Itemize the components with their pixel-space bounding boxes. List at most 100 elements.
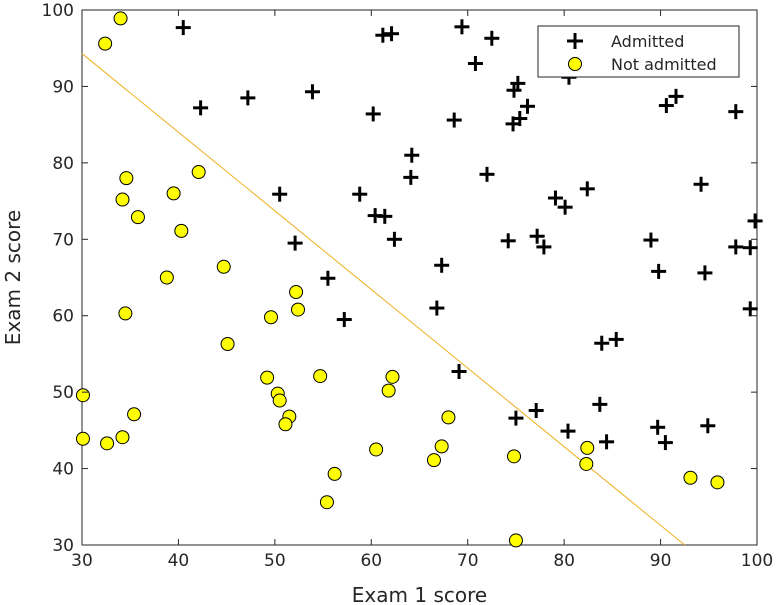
x-tick-label: 70 bbox=[457, 551, 479, 571]
admitted-point bbox=[742, 301, 758, 317]
admitted-point bbox=[657, 435, 673, 451]
admitted-point bbox=[193, 100, 209, 116]
not-admitted-point bbox=[579, 456, 594, 471]
admitted-point bbox=[467, 56, 483, 71]
x-tick-label: 50 bbox=[264, 551, 286, 571]
not-admitted-point bbox=[327, 466, 342, 481]
admitted-point bbox=[529, 228, 545, 244]
y-tick-label: 90 bbox=[52, 77, 74, 97]
y-tick-label: 70 bbox=[52, 230, 74, 250]
legend-plus-icon bbox=[567, 33, 583, 49]
admitted-point bbox=[700, 418, 716, 434]
not-admitted-point bbox=[272, 393, 287, 408]
admitted-point bbox=[650, 419, 666, 435]
not-admitted-point bbox=[100, 436, 115, 451]
admitted-point bbox=[697, 265, 713, 281]
admitted-point bbox=[434, 257, 450, 273]
not-admitted-point bbox=[264, 310, 278, 325]
admitted-point bbox=[479, 166, 495, 182]
admitted-point bbox=[240, 90, 256, 106]
y-tick-label: 50 bbox=[52, 383, 74, 403]
admitted-point bbox=[668, 88, 684, 104]
not-admitted-point bbox=[98, 36, 113, 51]
admitted-point bbox=[365, 106, 381, 122]
not-admitted-point bbox=[260, 370, 275, 385]
admitted-point bbox=[352, 186, 368, 202]
admitted-point bbox=[272, 186, 288, 202]
y-axis-label: Exam 2 score bbox=[1, 210, 25, 345]
admitted-point bbox=[403, 169, 419, 185]
admitted-point bbox=[528, 402, 544, 418]
y-tick-label: 40 bbox=[52, 460, 74, 480]
admitted-point bbox=[594, 335, 610, 351]
not-admitted-point bbox=[159, 270, 174, 285]
not-admitted-point bbox=[381, 383, 396, 398]
admitted-point bbox=[536, 239, 552, 255]
admitted-point bbox=[510, 75, 526, 91]
legend: Admitted Not admitted bbox=[537, 25, 740, 78]
admitted-point bbox=[429, 300, 445, 316]
admitted-point bbox=[693, 176, 709, 192]
not-admitted-point bbox=[130, 210, 145, 225]
not-admitted-point bbox=[385, 369, 400, 384]
not-admitted-point bbox=[278, 417, 293, 432]
admitted-point bbox=[377, 208, 393, 224]
admitted-point bbox=[446, 112, 462, 128]
not-admitted-point bbox=[369, 442, 384, 457]
not-admitted-point bbox=[119, 171, 134, 186]
not-admitted-point bbox=[319, 495, 334, 510]
admitted-point bbox=[386, 231, 402, 247]
y-tick-label: 100 bbox=[42, 1, 74, 21]
admitted-point bbox=[747, 213, 763, 229]
plot-area bbox=[81, 9, 758, 546]
data-points-layer bbox=[75, 11, 763, 548]
x-axis-label: Exam 1 score bbox=[352, 583, 487, 605]
admitted-point bbox=[454, 19, 470, 35]
y-tick-label: 30 bbox=[52, 536, 74, 556]
admitted-point bbox=[728, 239, 744, 255]
admitted-point bbox=[451, 364, 467, 380]
admitted-point bbox=[287, 235, 303, 251]
admitted-point bbox=[547, 190, 563, 206]
x-tick-label: 90 bbox=[650, 551, 672, 571]
not-admitted-point bbox=[710, 475, 725, 490]
admitted-point bbox=[742, 240, 758, 256]
admitted-point bbox=[320, 270, 336, 286]
admitted-point bbox=[500, 233, 516, 249]
admitted-point bbox=[658, 98, 674, 114]
y-tick-label: 80 bbox=[52, 154, 74, 174]
y-tick-label: 60 bbox=[52, 307, 74, 327]
not-admitted-point bbox=[118, 306, 133, 321]
not-admitted-point bbox=[174, 223, 189, 238]
admitted-point bbox=[404, 147, 420, 163]
not-admitted-point bbox=[683, 470, 698, 485]
admitted-point bbox=[336, 312, 352, 328]
not-admitted-point bbox=[115, 430, 130, 445]
not-admitted-point bbox=[507, 449, 521, 464]
not-admitted-point bbox=[580, 440, 595, 455]
not-admitted-point bbox=[127, 407, 142, 422]
x-tick-label: 30 bbox=[71, 551, 93, 571]
not-admitted-point bbox=[508, 533, 523, 548]
admitted-point bbox=[557, 199, 573, 215]
legend-box bbox=[537, 25, 740, 78]
admitted-point bbox=[643, 232, 659, 248]
admitted-point bbox=[592, 396, 608, 412]
not-admitted-point bbox=[289, 285, 304, 300]
not-admitted-point bbox=[115, 192, 130, 207]
admitted-point bbox=[304, 84, 320, 100]
not-admitted-point bbox=[441, 410, 456, 425]
admitted-point bbox=[175, 20, 191, 36]
admitted-point bbox=[384, 26, 400, 42]
not-admitted-point bbox=[113, 11, 128, 26]
admitted-point bbox=[599, 434, 615, 450]
x-tick-label: 80 bbox=[553, 551, 575, 571]
admitted-point bbox=[375, 27, 391, 43]
admitted-point bbox=[484, 30, 500, 46]
admitted-point bbox=[579, 181, 595, 197]
not-admitted-point bbox=[434, 439, 449, 454]
not-admitted-point bbox=[426, 453, 441, 468]
not-admitted-point bbox=[313, 369, 328, 384]
admitted-point bbox=[560, 423, 576, 439]
